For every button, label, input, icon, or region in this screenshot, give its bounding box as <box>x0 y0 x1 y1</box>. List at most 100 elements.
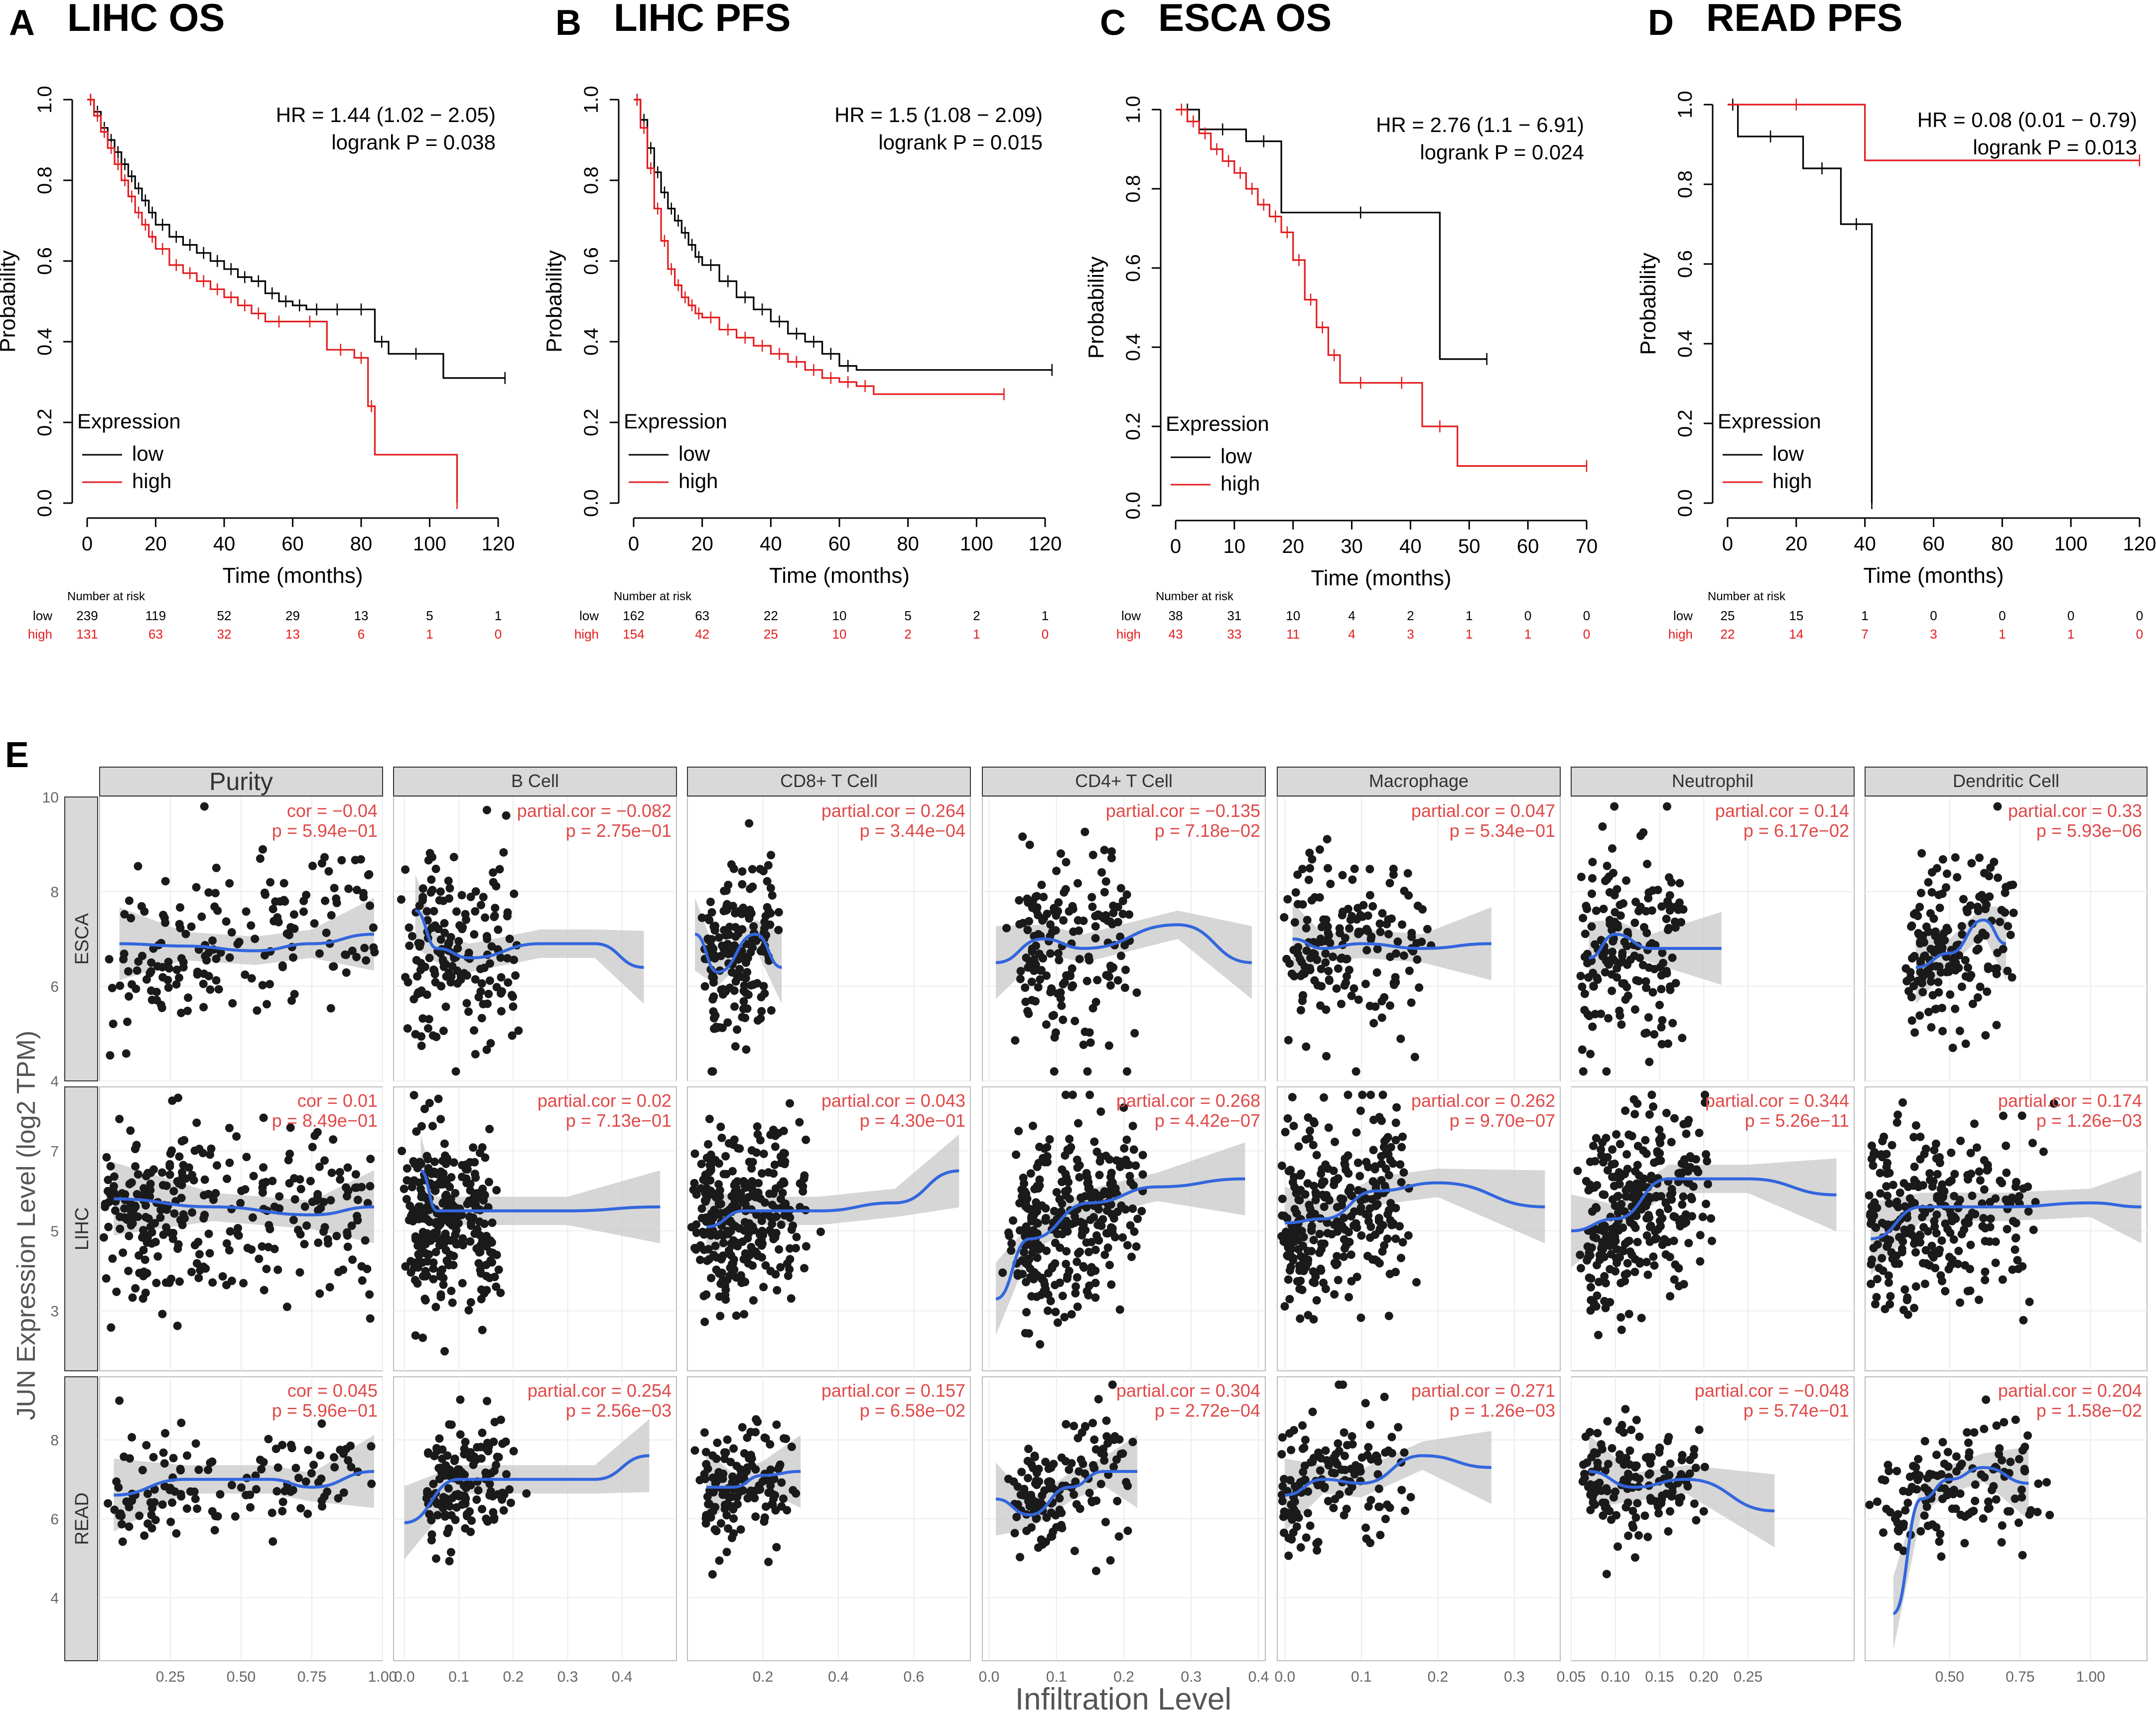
data-point <box>1938 855 1947 864</box>
data-point <box>1591 1010 1600 1019</box>
data-point <box>1380 1182 1389 1191</box>
data-point <box>1307 1222 1316 1231</box>
data-point <box>717 985 726 994</box>
data-point <box>471 1199 480 1208</box>
data-point <box>723 1435 732 1444</box>
data-point <box>768 891 777 900</box>
data-point <box>1951 1004 1960 1013</box>
data-point <box>1057 1453 1066 1462</box>
data-point <box>1299 1233 1308 1242</box>
data-point <box>1887 1141 1896 1150</box>
data-point <box>1350 864 1359 873</box>
data-point <box>1978 928 1987 937</box>
data-point <box>127 1178 136 1187</box>
data-point <box>358 1276 367 1285</box>
legend-label-high: high <box>132 469 171 493</box>
data-point <box>353 886 362 895</box>
data-point <box>181 929 190 938</box>
data-point <box>728 1502 737 1511</box>
x-tick-label: 100 <box>2054 533 2088 555</box>
data-point <box>1598 1138 1607 1147</box>
data-point <box>727 1192 736 1201</box>
data-point <box>431 1303 440 1312</box>
hazard-ratio: HR = 1.5 (1.08 − 2.09) <box>834 103 1043 127</box>
data-point <box>1347 991 1356 1000</box>
data-point <box>1368 902 1377 911</box>
data-point <box>481 1468 490 1477</box>
data-point <box>1299 1266 1308 1275</box>
data-point <box>1075 954 1084 963</box>
data-point <box>408 931 417 940</box>
data-point <box>1623 1184 1632 1193</box>
data-point <box>1655 1001 1664 1010</box>
data-point <box>2000 1418 2009 1427</box>
data-point <box>1900 1202 1909 1211</box>
data-point <box>1085 1183 1094 1192</box>
data-point <box>505 1485 514 1494</box>
data-point <box>2014 1518 2023 1527</box>
risk-row-label-low: low <box>33 608 52 623</box>
data-point <box>485 1274 494 1283</box>
data-point <box>1054 907 1063 916</box>
data-point <box>1122 890 1131 899</box>
p-value-label: p = 1.26e−03 <box>1450 1400 1555 1421</box>
data-point <box>104 1222 113 1231</box>
data-point <box>273 1265 282 1274</box>
risk-count-low: 63 <box>695 608 709 623</box>
data-point <box>712 1022 721 1031</box>
data-point <box>1116 932 1125 941</box>
data-point <box>1344 1169 1353 1178</box>
data-point <box>1611 1232 1619 1241</box>
data-point <box>1679 1120 1688 1129</box>
data-point <box>1321 1284 1330 1293</box>
data-point <box>1107 1280 1116 1289</box>
data-point <box>1984 964 1993 973</box>
data-point <box>1375 919 1384 928</box>
column-strip <box>687 767 971 796</box>
y-axis-title: Probability <box>542 250 566 352</box>
data-point <box>1593 1463 1602 1472</box>
data-point <box>1122 1067 1131 1076</box>
correlation-label: cor = 0.01 <box>297 1090 378 1111</box>
data-point <box>1365 865 1374 874</box>
data-point <box>1655 1135 1664 1144</box>
data-point <box>706 898 715 907</box>
data-point <box>756 1136 765 1145</box>
risk-count-high: 3 <box>1930 627 1937 642</box>
data-point <box>1317 937 1326 946</box>
data-point <box>1914 1455 1923 1463</box>
data-point <box>397 895 405 904</box>
data-point <box>1018 1270 1027 1279</box>
data-point <box>2049 1099 2058 1108</box>
data-point <box>1112 1455 1121 1464</box>
data-point <box>1664 1527 1673 1536</box>
data-point <box>1059 916 1068 925</box>
data-point <box>266 878 275 887</box>
data-point <box>1608 970 1617 979</box>
data-point <box>447 1420 456 1429</box>
risk-count-low: 29 <box>285 608 300 623</box>
data-point <box>690 1446 699 1455</box>
data-point <box>365 1290 374 1299</box>
data-point <box>1306 1521 1315 1530</box>
data-point <box>1052 1188 1061 1196</box>
data-point <box>496 1288 505 1297</box>
data-point <box>2024 1207 2033 1216</box>
data-point <box>1396 1160 1405 1169</box>
data-point <box>436 1115 445 1124</box>
data-point <box>1345 965 1353 974</box>
data-point <box>347 1462 356 1471</box>
data-point <box>479 1000 488 1009</box>
data-point <box>263 1000 271 1009</box>
data-point <box>1073 1257 1081 1266</box>
data-point <box>1942 869 1951 878</box>
data-point <box>484 1447 493 1455</box>
correlation-label: partial.cor = 0.271 <box>1411 1380 1555 1401</box>
legend-title: Expression <box>1718 409 1821 433</box>
data-point <box>2009 880 2018 889</box>
data-point <box>134 862 142 871</box>
data-point <box>332 1231 341 1240</box>
data-point <box>421 1296 430 1305</box>
data-point <box>495 865 504 874</box>
